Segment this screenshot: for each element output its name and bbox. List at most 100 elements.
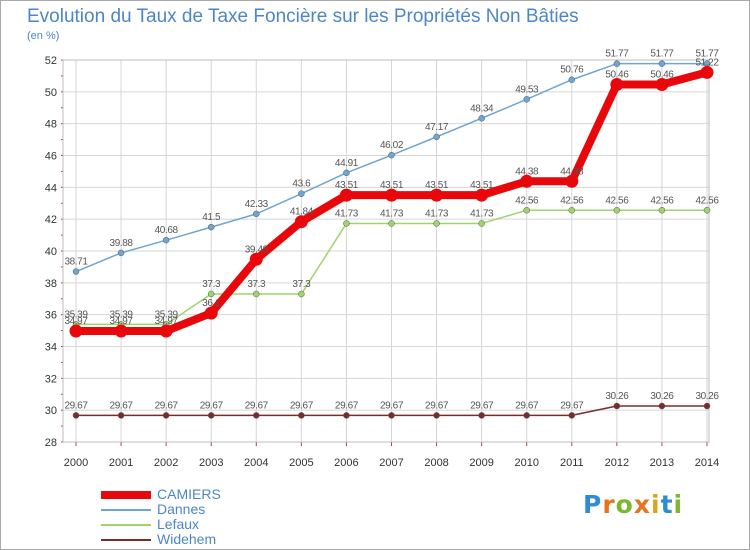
data-label-camiers: 50.46 (605, 70, 629, 81)
data-point-camiers (114, 324, 128, 338)
data-label-dannes: 50.76 (560, 65, 584, 76)
data-label-widehem: 29.67 (515, 400, 539, 411)
data-label-widehem: 29.67 (425, 400, 449, 411)
legend-label: Lefaux (157, 516, 200, 532)
data-label-dannes: 51.77 (695, 49, 719, 60)
plot-area (62, 59, 710, 443)
data-point-lefaux (207, 290, 215, 298)
data-point-lefaux (343, 220, 350, 227)
y-tick-label: 44 (45, 182, 57, 194)
data-point-widehem (388, 412, 395, 419)
data-label-widehem: 30.26 (650, 391, 674, 402)
y-tick-label: 36 (45, 310, 57, 322)
data-point-dannes (613, 60, 621, 67)
data-label-dannes: 38.71 (64, 257, 88, 268)
x-tick-label: 2010 (514, 457, 538, 469)
data-label-camiers: 44.38 (515, 166, 539, 177)
data-point-camiers (565, 174, 579, 188)
data-label-lefaux: 41.73 (380, 208, 404, 219)
data-point-camiers (69, 324, 83, 338)
data-point-lefaux (613, 207, 621, 214)
y-tick-label: 38 (45, 278, 57, 290)
data-label-camiers: 34.97 (155, 316, 179, 327)
data-label-dannes: 42.33 (245, 199, 269, 210)
data-point-dannes (72, 268, 80, 275)
data-point-widehem (117, 412, 125, 419)
data-point-widehem (298, 412, 305, 419)
data-label-lefaux: 41.73 (425, 208, 449, 219)
data-label-lefaux: 42.56 (515, 195, 539, 206)
data-point-dannes (298, 190, 305, 197)
legend-swatch (101, 539, 151, 541)
data-label-camiers: 43.51 (380, 180, 404, 191)
data-label-lefaux: 37.3 (247, 279, 266, 290)
y-tick-label: 46 (45, 151, 57, 163)
legend-label: Dannes (157, 501, 206, 517)
data-point-dannes (343, 169, 350, 177)
data-point-widehem (568, 412, 576, 419)
x-tick-label: 2009 (469, 457, 493, 469)
data-point-widehem (613, 402, 621, 410)
data-label-widehem: 29.67 (64, 400, 88, 411)
data-point-widehem (478, 412, 485, 419)
data-label-lefaux: 35.39 (64, 309, 88, 320)
data-point-widehem (162, 412, 170, 419)
data-point-lefaux (298, 290, 305, 298)
data-point-camiers (249, 252, 263, 266)
data-point-camiers (610, 78, 624, 92)
data-label-lefaux: 37.3 (202, 279, 221, 290)
y-tick-label: 48 (45, 119, 57, 131)
legend-label: CAMIERS (157, 486, 221, 502)
data-label-dannes: 47.17 (425, 122, 449, 133)
data-point-dannes (658, 60, 666, 67)
y-tick-label: 28 (45, 437, 57, 449)
data-point-lefaux (523, 207, 530, 214)
data-point-dannes (207, 223, 215, 231)
data-point-dannes (523, 96, 530, 103)
data-label-widehem: 29.67 (290, 400, 314, 411)
data-point-widehem (658, 402, 666, 410)
data-label-lefaux: 42.56 (560, 195, 584, 206)
data-point-widehem (253, 412, 260, 419)
y-tick-label: 32 (45, 373, 57, 385)
data-point-lefaux (433, 220, 440, 227)
data-point-camiers (430, 188, 444, 202)
data-point-dannes (568, 76, 576, 83)
data-label-dannes: 51.77 (605, 49, 629, 60)
logo-letter: P (583, 490, 603, 519)
data-label-widehem: 29.67 (110, 400, 134, 411)
data-point-camiers (339, 188, 353, 202)
x-tick-label: 2000 (64, 457, 88, 469)
data-point-dannes (253, 210, 260, 218)
data-label-dannes: 41.5 (202, 212, 221, 223)
data-point-camiers (520, 174, 534, 188)
y-tick-label: 40 (45, 246, 57, 258)
data-label-dannes: 48.34 (470, 103, 494, 114)
chart-title: Evolution du Taux de Taxe Foncière sur l… (27, 6, 579, 27)
data-label-camiers: 43.51 (470, 180, 494, 191)
data-label-dannes: 40.68 (155, 225, 179, 236)
y-tick-label: 30 (45, 405, 57, 417)
data-point-lefaux (568, 207, 576, 214)
logo-letter: o (615, 490, 634, 519)
data-point-camiers (204, 306, 218, 320)
data-label-dannes: 43.6 (292, 179, 311, 190)
legend-swatch (101, 509, 151, 511)
data-label-widehem: 29.67 (155, 400, 179, 411)
data-point-lefaux (703, 207, 711, 214)
data-label-lefaux: 42.56 (605, 195, 629, 206)
logo-letter: r (602, 490, 616, 519)
x-tick-label: 2012 (605, 457, 629, 469)
x-tick-label: 2007 (379, 457, 403, 469)
y-tick-label: 34 (45, 342, 57, 354)
data-label-widehem: 29.67 (200, 400, 224, 411)
proxiti-logo: Proxiti (583, 490, 683, 519)
data-label-widehem: 29.67 (335, 400, 359, 411)
y-tick-label: 52 (45, 55, 57, 67)
data-label-widehem: 29.67 (560, 400, 584, 411)
data-point-camiers (159, 324, 173, 338)
data-label-camiers: 51.22 (695, 57, 719, 68)
data-point-widehem (72, 412, 80, 419)
data-point-dannes (478, 115, 485, 122)
data-point-lefaux (253, 290, 260, 298)
